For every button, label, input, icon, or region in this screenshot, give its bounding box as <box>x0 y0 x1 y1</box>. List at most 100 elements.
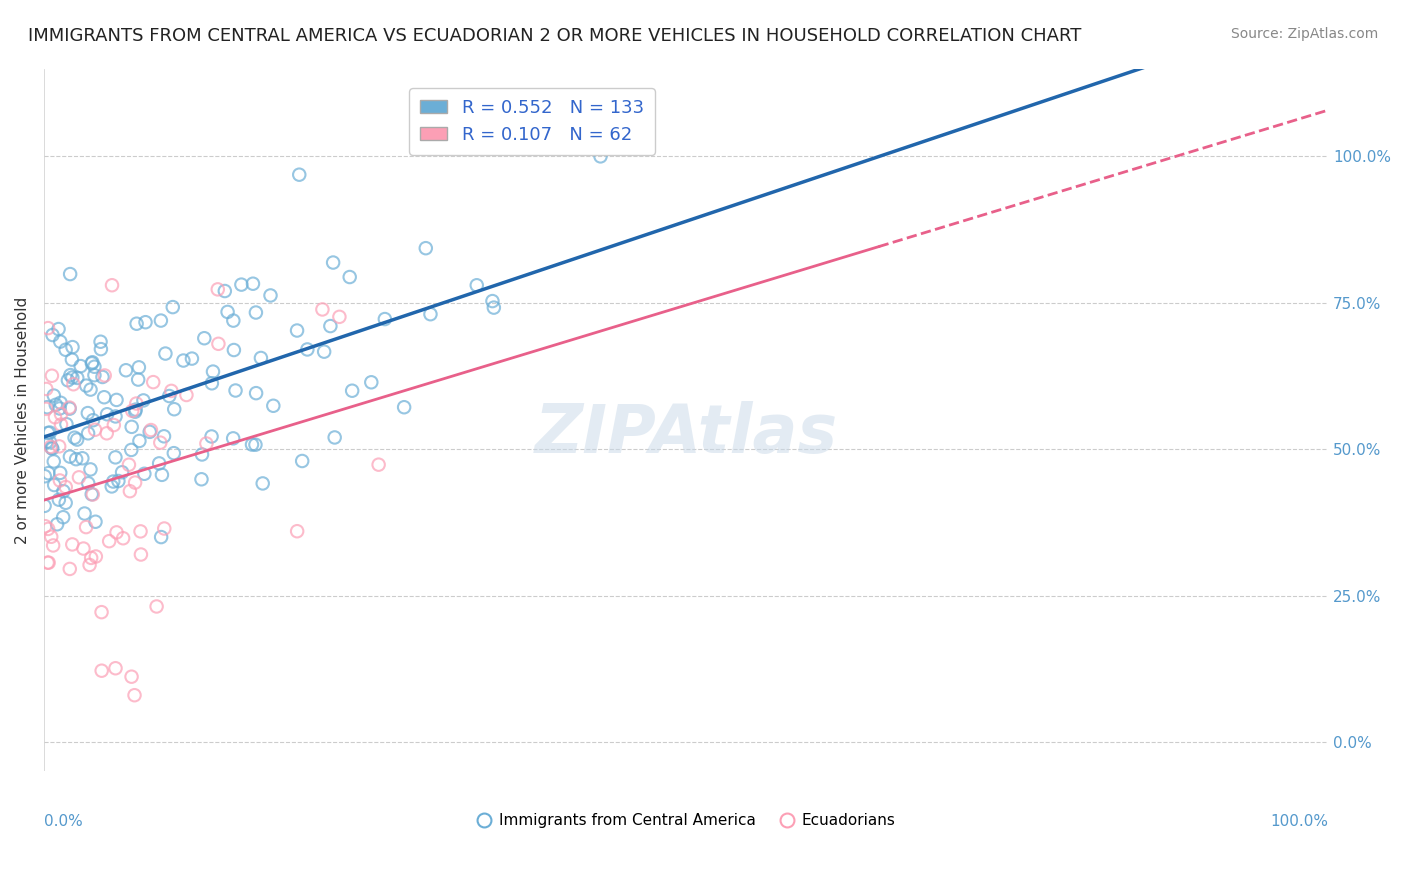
Point <box>214 284 236 298</box>
Y-axis label: 2 or more Vehicles in Household: 2 or more Vehicles in Household <box>15 296 30 543</box>
Point <box>132 393 155 408</box>
Point <box>155 346 177 360</box>
Point <box>138 425 160 439</box>
Point <box>201 365 224 379</box>
Point <box>60 352 83 367</box>
Point <box>297 343 319 357</box>
Point <box>162 300 184 314</box>
Point <box>41 442 63 456</box>
Point <box>38 425 60 440</box>
Point <box>163 446 186 460</box>
Point <box>134 467 156 481</box>
Point <box>45 398 67 412</box>
Point <box>66 371 89 385</box>
Point <box>75 520 97 534</box>
Point <box>93 368 115 383</box>
Point <box>415 241 437 255</box>
Point <box>367 458 389 472</box>
Point <box>104 409 127 424</box>
Point <box>153 429 176 443</box>
Point <box>60 370 83 384</box>
Point <box>190 472 212 486</box>
Point <box>72 451 94 466</box>
Point <box>207 336 229 351</box>
Point <box>105 392 128 407</box>
Point <box>322 255 344 269</box>
Point <box>49 474 72 488</box>
Point <box>222 431 245 445</box>
Point <box>82 413 104 427</box>
Point <box>49 417 72 432</box>
Point <box>129 548 152 562</box>
Point <box>172 353 194 368</box>
Point <box>217 305 239 319</box>
Point <box>285 324 308 338</box>
Point <box>311 302 333 317</box>
Point <box>75 378 97 392</box>
Point <box>176 388 198 402</box>
Point <box>35 434 58 449</box>
Point <box>34 499 56 513</box>
Point <box>38 556 60 570</box>
Point <box>52 510 75 524</box>
Point <box>128 434 150 448</box>
Point <box>35 401 58 416</box>
Point <box>48 439 70 453</box>
Point <box>58 401 80 415</box>
Point <box>39 435 62 450</box>
Point <box>48 322 70 336</box>
Point <box>82 487 104 501</box>
Point <box>73 507 96 521</box>
Point <box>79 558 101 572</box>
Point <box>120 442 142 457</box>
Point <box>59 368 82 382</box>
Point <box>127 373 149 387</box>
Text: Source: ZipAtlas.com: Source: ZipAtlas.com <box>1230 27 1378 41</box>
Point <box>49 466 72 480</box>
Point <box>482 301 505 315</box>
Point <box>121 670 143 684</box>
Point <box>285 524 308 539</box>
Point <box>90 605 112 619</box>
Point <box>48 401 70 416</box>
Point <box>111 465 134 479</box>
Point <box>104 661 127 675</box>
Point <box>96 407 118 421</box>
Point <box>323 430 346 444</box>
Point <box>55 417 77 432</box>
Point <box>262 399 284 413</box>
Point <box>56 373 79 387</box>
Point <box>150 467 173 482</box>
Point <box>125 396 148 410</box>
Point <box>42 388 65 402</box>
Point <box>41 328 63 343</box>
Point <box>115 363 138 377</box>
Point <box>59 401 82 416</box>
Point <box>150 530 173 544</box>
Point <box>104 450 127 465</box>
Point <box>145 599 167 614</box>
Point <box>125 317 148 331</box>
Point <box>121 420 143 434</box>
Point <box>82 355 104 369</box>
Point <box>340 384 363 398</box>
Text: IMMIGRANTS FROM CENTRAL AMERICA VS ECUADORIAN 2 OR MORE VEHICLES IN HOUSEHOLD CO: IMMIGRANTS FROM CENTRAL AMERICA VS ECUAD… <box>28 27 1081 45</box>
Point <box>139 423 162 437</box>
Point <box>207 282 229 296</box>
Point <box>62 377 84 392</box>
Point <box>103 475 125 489</box>
Text: 100.0%: 100.0% <box>1270 814 1329 829</box>
Point <box>142 375 165 389</box>
Point <box>107 474 129 488</box>
Point <box>112 531 135 545</box>
Point <box>59 450 82 464</box>
Point <box>240 437 263 451</box>
Point <box>34 519 56 533</box>
Point <box>96 426 118 441</box>
Point <box>153 522 176 536</box>
Point <box>157 389 180 403</box>
Point <box>200 429 222 443</box>
Point <box>160 384 183 398</box>
Point <box>181 351 204 366</box>
Point <box>465 278 488 293</box>
